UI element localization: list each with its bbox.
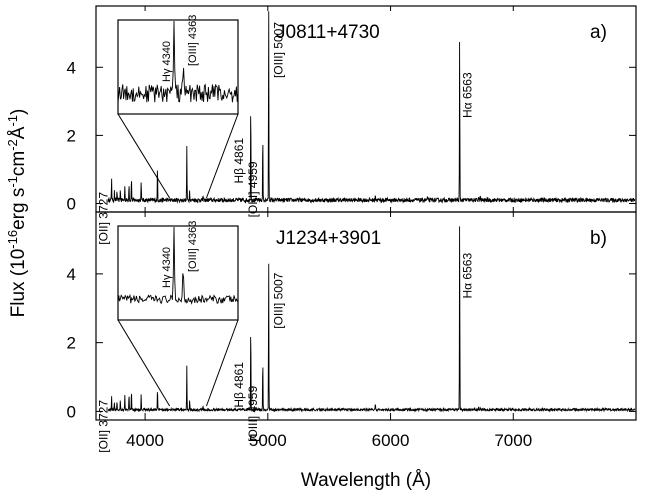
- panel-b-inset-frame: [117, 225, 239, 321]
- panel-a-line-label-4861: Hβ 4861: [232, 138, 246, 184]
- panel-a-spectrum: [107, 11, 636, 204]
- panel-a-line-label-5007: [OIII] 5007: [272, 22, 286, 78]
- panel-b-tag: b): [590, 228, 607, 249]
- y-axis-title-mid3: Å: [8, 126, 29, 139]
- panel-b-inset-connector-right: [205, 319, 239, 407]
- y-axis-title-exp4: -1: [5, 115, 20, 127]
- x-axis: 4000 5000 6000 7000: [126, 6, 532, 450]
- panel-b-line-label-4959: [OIII] 4959: [246, 386, 260, 442]
- panel-a-object-label: J0811+4730: [276, 22, 380, 43]
- y-axis-title-end: ): [8, 109, 29, 115]
- panel-a-line-label-4959: [OIII] 4959: [246, 161, 260, 217]
- y-axis-title-exp3: -2: [5, 139, 20, 151]
- panel-a-y-tick-label-0: 0: [67, 194, 76, 213]
- panel-a-line-label-3727: [OII] 3727: [97, 192, 111, 245]
- panel-b-y-axis: 0 2 4: [67, 265, 636, 421]
- panel-a-line-labels: [OII] 3727 Hβ 4861[OIII] 4959 [OIII] 5007 H…: [97, 22, 475, 245]
- y-axis-title: Flux (10-16erg s-1cm-2Å-1): [5, 109, 29, 318]
- panel-b-inset-label-4340: Hγ 4340: [161, 247, 173, 288]
- panel-a-inset-connector-right: [205, 113, 239, 199]
- panel-b-inset-spectrum: [117, 226, 239, 305]
- panel-b-inset-label-4363: [OIII] 4363: [187, 221, 199, 272]
- panel-a-y-tick-label-4: 4: [67, 58, 76, 77]
- panel-a-inset-spectrum: [117, 20, 239, 103]
- panel-a-y-tick-label-2: 2: [67, 126, 76, 145]
- panel-a-inset-label-4363: [OIII] 4363: [187, 15, 199, 66]
- panel-a-inset-label-4340: Hγ 4340: [161, 41, 173, 82]
- panel-a-tag: a): [590, 22, 607, 43]
- panel-b-line-label-5007: [OIII] 5007: [272, 272, 286, 328]
- y-axis-title-exp1: -16: [5, 230, 20, 249]
- panel-b-line-label-4861: Hβ 4861: [232, 362, 246, 408]
- panel-a-inset-connector-left: [117, 113, 171, 199]
- x-tick-label-5000: 5000: [249, 431, 287, 450]
- panel-b-line-labels: [OII] 3727 Hβ 4861[OIII] 4959 [OIII] 5007 H…: [97, 253, 475, 453]
- panel-b-inset: Hγ 4340 [OIII] 4363: [117, 221, 239, 407]
- panel-b-y-tick-label-0: 0: [67, 402, 76, 421]
- y-axis-title-mid1: erg s: [8, 188, 29, 230]
- x-tick-label-4000: 4000: [126, 431, 164, 450]
- panel-b-inset-connector-left: [117, 319, 171, 407]
- panel-b-object-label: J1234+3901: [276, 228, 381, 249]
- panel-a-inset-labels: Hγ 4340 [OIII] 4363: [161, 15, 199, 82]
- panel-b-line-label-3727: [OII] 3727: [97, 400, 111, 453]
- y-axis-title-exp2: -1: [5, 176, 20, 188]
- panel-a-inset: Hγ 4340 [OIII] 4363: [117, 15, 239, 199]
- panel-b-line-label-6563: Hα 6563: [461, 253, 475, 299]
- x-tick-label-6000: 6000: [372, 431, 410, 450]
- y-axis-title-base: Flux (10: [8, 249, 29, 318]
- x-tick-label-7000: 7000: [494, 431, 532, 450]
- panel-b-y-tick-label-2: 2: [67, 334, 76, 353]
- panel-b-frame: [95, 211, 637, 421]
- panel-b-y-tick-label-4: 4: [67, 265, 76, 284]
- y-axis-title-mid2: cm: [8, 151, 29, 176]
- x-axis-title: Wavelength (Å): [301, 470, 431, 491]
- panel-b-inset-labels: Hγ 4340 [OIII] 4363: [161, 221, 199, 288]
- panel-b-spectrum: [107, 226, 636, 413]
- panel-a-inset-frame: [117, 19, 239, 115]
- panel-a-y-axis: 0 2 4: [67, 58, 636, 213]
- panel-a-line-label-6563: Hα 6563: [461, 72, 475, 118]
